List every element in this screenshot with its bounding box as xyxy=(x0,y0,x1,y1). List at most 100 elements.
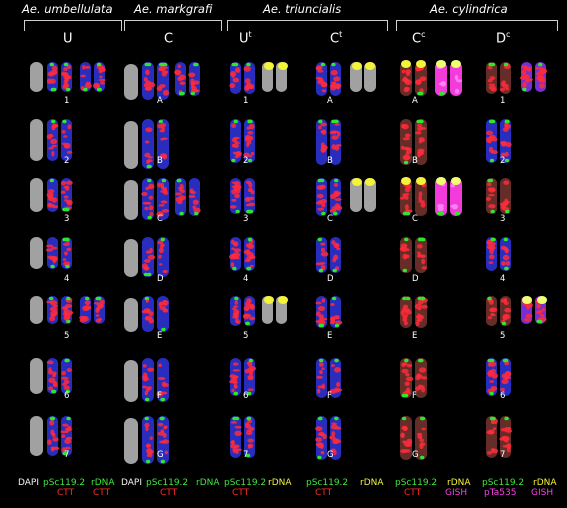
chromosome-ut3-left-red-signal xyxy=(229,205,237,209)
chromosome-ut7-left-red-signal xyxy=(232,447,237,453)
chromosome-ut4-right-red-signal xyxy=(247,243,255,250)
chromosome-u6-right-red-signal xyxy=(63,385,70,391)
chromosome-ut4-right-green-signal xyxy=(247,237,253,242)
chromosome-c2-left-red-signal xyxy=(144,152,151,158)
row-label-ct-d: D xyxy=(327,274,334,284)
row-label-cc-e: E xyxy=(412,331,418,341)
rdna-signal-17 xyxy=(537,296,547,304)
chromosome-c2-right-red-signal xyxy=(160,137,164,141)
chromosome-dc2-right-red-signal xyxy=(502,127,509,132)
chromosome-cc1-gish-right-red-signal xyxy=(454,88,460,94)
chromosome-cc6-right-red-signal xyxy=(415,386,421,391)
chromosome-dc5-right-red-signal xyxy=(504,315,509,318)
chromosome-dc1-left-red-signal xyxy=(490,87,497,92)
chromosome-u7-left-red-signal xyxy=(47,439,52,446)
chromosome-ut4-right-green-signal xyxy=(246,266,251,271)
chromosome-ct4-left-green-signal xyxy=(318,268,324,273)
chromosome-cc2-left-red-signal xyxy=(404,133,411,138)
row-label-u-3: 3 xyxy=(64,214,70,224)
chromosome-ut2-right-red-signal xyxy=(250,151,255,156)
chromosome-u1-left-red-signal xyxy=(46,78,53,85)
chromosome-dc1-gish-left-red-signal xyxy=(521,65,528,70)
chromosome-cc2-right-red-signal xyxy=(419,126,427,130)
chromosome-u7-right-red-signal xyxy=(64,438,72,445)
chromosome-dc4-right-green-signal xyxy=(503,237,508,242)
rdna-signal-0 xyxy=(352,62,362,70)
chromosome-c1-rdna-right-red-signal xyxy=(191,85,197,92)
chromosome-dc7-left-red-signal xyxy=(487,429,495,435)
chromosome-dc5-gish-left-red-signal xyxy=(526,305,530,311)
chromosome-c1-right-red-signal xyxy=(163,66,168,69)
chromosome-dc1-right-red-signal xyxy=(502,83,509,89)
chromosome-c4-left-red-signal xyxy=(149,247,153,254)
chromosome-ct4-right-green-signal xyxy=(332,268,337,273)
chromosome-ut7-left-red-signal xyxy=(234,430,242,437)
chromosome-ct6-left-red-signal xyxy=(321,383,325,390)
genome-label-u: U xyxy=(63,31,73,47)
chromosome-dc4-left-red-signal xyxy=(490,242,496,246)
chromosome-ut3-left-red-signal xyxy=(231,198,237,202)
chromosome-ut4-right-red-signal xyxy=(249,264,254,268)
chromosome-ct1-left-red-signal xyxy=(317,65,321,70)
chromosome-c2-left-red-signal xyxy=(147,156,154,159)
chromosome-c6-dapi xyxy=(124,360,138,402)
row-label-ut-5: 5 xyxy=(243,331,249,341)
chromosome-ct3-left-red-signal xyxy=(316,193,324,199)
chromosome-dc2-right-red-signal xyxy=(501,140,508,147)
chromosome-u7-right-red-signal xyxy=(64,446,71,450)
chromosome-ct4-right-red-signal xyxy=(331,240,336,245)
chromosome-u3-dapi xyxy=(30,178,43,212)
chromosome-ct7-right-red-signal xyxy=(329,435,336,440)
chromosome-ct7-left-red-signal xyxy=(315,437,323,443)
chromosome-cc4-right-red-signal xyxy=(421,258,426,265)
bracket-cylindrica xyxy=(396,20,558,31)
rdna-signal-6 xyxy=(264,296,274,304)
chromosome-cc1-left-red-signal xyxy=(403,78,410,84)
chromosome-dc2-right-green-signal xyxy=(504,158,510,163)
chromosome-u6-right-green-signal xyxy=(64,358,69,363)
chromosome-ct1-left-red-signal xyxy=(317,69,324,73)
chromosome-u5-left-green-signal xyxy=(48,296,54,301)
chromosome-ut2-left-red-signal xyxy=(231,123,237,129)
chromosome-dc6-left-red-signal xyxy=(491,372,498,379)
chromosome-u1-rdna-right-red-signal xyxy=(99,81,106,85)
chromosome-ut3-left-red-signal xyxy=(234,193,240,199)
chromosome-cc1-right-green-signal xyxy=(417,91,422,96)
chromosome-dc7-left-red-signal xyxy=(490,419,495,424)
chromosome-ct3-right-green-signal xyxy=(333,211,338,216)
chromosome-ut3-left-red-signal xyxy=(234,184,242,190)
chromosome-cc7-right-green-signal xyxy=(419,416,425,421)
chromosome-dc3-left-red-signal xyxy=(488,204,496,209)
chromosome-c5-left-green-signal xyxy=(144,296,150,301)
chromosome-c4-right xyxy=(157,237,169,277)
chromosome-cc5-right-green-signal xyxy=(420,296,426,301)
chromosome-cc4-left-red-signal xyxy=(401,246,408,252)
chromosome-cc7-right-green-signal xyxy=(419,455,425,460)
chromosome-dc7-left-green-signal xyxy=(489,416,495,421)
chromosome-cc6-right-red-signal xyxy=(420,376,428,380)
chromosome-cc2-left-red-signal xyxy=(400,145,405,150)
chromosome-dc3-left-red-signal xyxy=(488,193,495,197)
chromosome-c1-rdna-left-green-signal xyxy=(180,91,185,96)
chromosome-dc5-gish-right-red-signal xyxy=(535,310,542,314)
chromosome-cc6-left-green-signal xyxy=(403,393,409,398)
chromosome-c5-dapi xyxy=(124,298,138,332)
chromosome-u7-left-red-signal xyxy=(50,446,55,452)
chromosome-ct3-rdna-b xyxy=(364,178,376,212)
chromosome-ut7-right-red-signal xyxy=(245,423,252,429)
chromosome-u7-right-green-signal xyxy=(66,416,71,421)
chromosome-dc1-right-green-signal xyxy=(503,62,509,67)
chromosome-u7-dapi xyxy=(30,416,43,456)
chromosome-c5-left-red-signal xyxy=(148,318,155,324)
chromosome-ct2-right xyxy=(330,119,341,165)
chromosome-c1-right-green-signal xyxy=(161,62,166,67)
chromosome-dc3-right-green-signal xyxy=(505,209,510,214)
chromosome-c6-left-red-signal xyxy=(141,385,148,389)
chromosome-dc1-gish-right-red-signal xyxy=(538,75,545,82)
chromosome-c3-left-green-signal xyxy=(147,178,152,183)
chromosome-c3-right-green-signal xyxy=(161,178,167,183)
chromosome-c6-right xyxy=(157,358,169,402)
chromosome-c7-left-red-signal xyxy=(146,450,155,454)
chromosome-ct6-right-red-signal xyxy=(336,381,341,388)
chromosome-c3-left-red-signal xyxy=(141,191,148,196)
